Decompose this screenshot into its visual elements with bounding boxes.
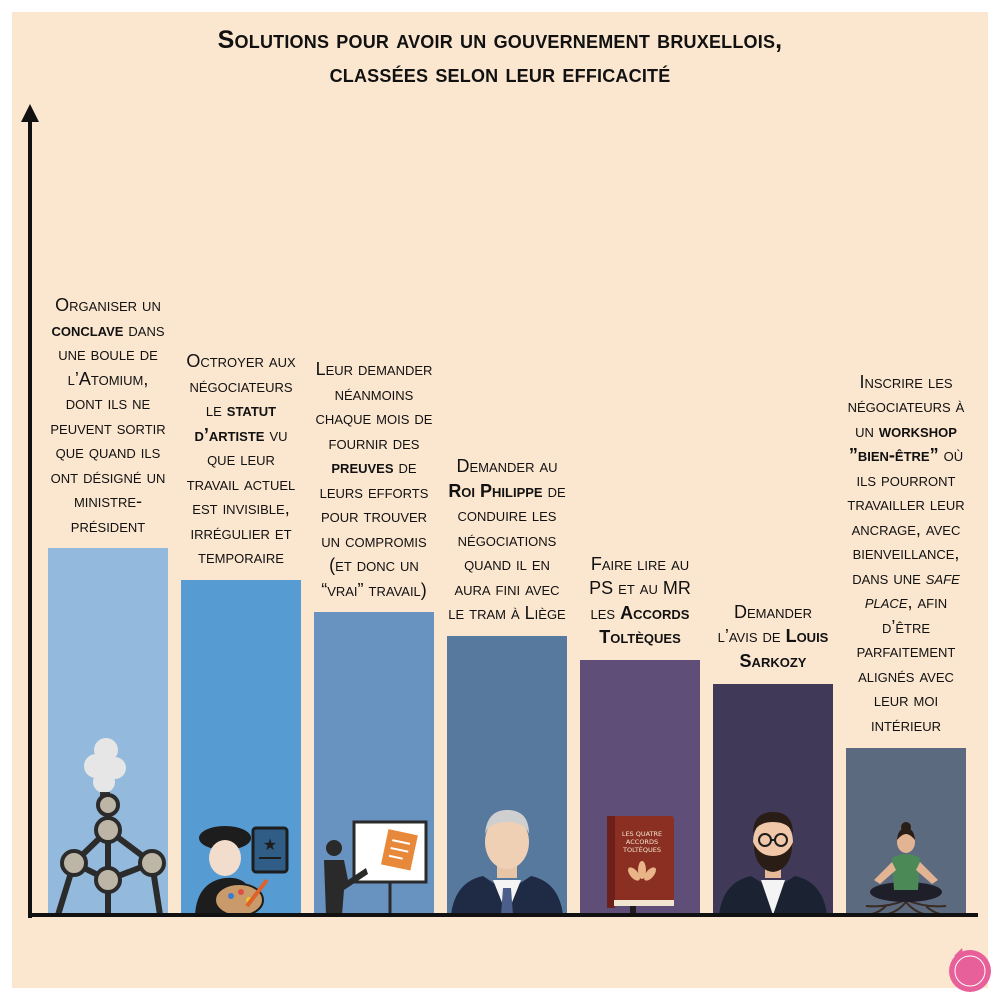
bar-label-3: Leur demander néanmoins chaque mois de f… (315, 359, 433, 600)
y-axis (28, 118, 32, 918)
artist-icon: ★ (195, 826, 289, 915)
chart-title-line-1: Solutions pour avoir un gouvernement bru… (217, 26, 783, 54)
svg-text:LES QUATRE: LES QUATRE (622, 830, 662, 838)
bar-label-6: Demander l’avis de Louis Sarkozy (717, 601, 829, 671)
meditation-icon (865, 822, 947, 915)
x-axis (28, 913, 978, 917)
bar-label-2: Octroyer aux négociateurs le statut d’ar… (186, 351, 296, 568)
bar-label-4: Demander au Roi Philippe de conduire les… (448, 456, 566, 624)
bar-label-5: Faire lire au PS et au MR les Accords To… (589, 553, 691, 648)
svg-text:TOLTÈQUES: TOLTÈQUES (622, 845, 661, 854)
y-axis-arrow (21, 104, 39, 122)
bar-label-7: Inscrire les négociateurs à un workshop … (847, 371, 965, 735)
man-with-glasses-icon (719, 812, 827, 915)
atomium-icon (55, 738, 166, 915)
author-logo (949, 948, 991, 992)
chart-title-line-2: classées selon leur efficacité (329, 60, 671, 88)
king-icon (451, 810, 563, 915)
svg-text:ACCORDS: ACCORDS (626, 838, 658, 846)
bar-label-1: Organiser un conclave dans une boule de … (50, 295, 166, 536)
presentation-icon (324, 820, 428, 915)
svg-text:★: ★ (263, 835, 277, 854)
